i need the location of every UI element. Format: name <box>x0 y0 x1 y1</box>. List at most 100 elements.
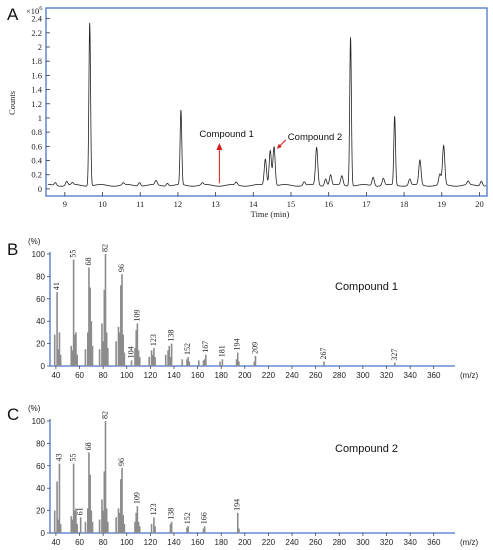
spectrum-bar-b <box>118 332 121 366</box>
plot-frame-a <box>45 7 488 197</box>
spectrum-bar-b <box>98 349 101 366</box>
x-tick-label-b: 360 <box>427 371 441 380</box>
spectrum-bar-b <box>188 361 191 366</box>
spectrum-title-c: Compound 2 <box>335 443 398 455</box>
peak-label-c: 43 <box>54 454 63 462</box>
spectrum-bar-c <box>91 521 94 533</box>
y-axis-title-b: (%) <box>28 237 41 246</box>
panel-letter-a: A <box>7 5 19 24</box>
spectrum-bar-c <box>134 521 136 533</box>
x-tick-label-a: 16 <box>324 199 333 209</box>
spectrum-bar-c <box>120 479 122 533</box>
peak-label-b: 55 <box>69 250 78 258</box>
y-multiplier-base: ×10 <box>26 6 39 16</box>
spectrum-bar-b <box>135 330 137 366</box>
panel-letter-b: B <box>7 240 18 259</box>
spectrum-bar-c <box>104 421 107 533</box>
spectrum-bar-b <box>134 348 136 366</box>
y-multiplier: ×106 <box>26 5 43 16</box>
spectrum-bar-c <box>59 524 62 533</box>
peak-label-b: 327 <box>390 349 399 361</box>
spectrum-bar-b <box>107 348 109 366</box>
y-tick-label-c: 0 <box>41 529 46 538</box>
y-tick-label-c: 80 <box>36 439 45 448</box>
panel-letter-c: C <box>7 405 19 424</box>
spectrum-bar-b <box>202 360 205 366</box>
x-tick-label-a: 19 <box>438 199 447 209</box>
y-tick-label-a: 0.6 <box>31 141 42 151</box>
x-tick-label-a: 17 <box>362 199 371 209</box>
x-axis-title-a: Time (min) <box>251 209 290 219</box>
x-tick-label-b: 40 <box>51 371 60 380</box>
y-tick-label-c: 20 <box>36 507 45 516</box>
peak-label-b: 104 <box>126 346 135 358</box>
peak-label-b: 82 <box>100 244 109 252</box>
spectrum-bar-b <box>75 332 77 366</box>
y-axis-title-a: Counts <box>7 91 17 115</box>
spectrum-bar-b <box>164 354 167 366</box>
x-tick-label-b: 240 <box>285 371 299 380</box>
spectrum-bar-b <box>186 359 188 366</box>
peak-label-b: 138 <box>167 330 176 342</box>
peak-label-b: 41 <box>52 282 61 290</box>
spectrum-bar-b <box>70 345 73 366</box>
spectrum-bar-c <box>75 508 77 533</box>
x-axis-title-b: (m/z) <box>460 371 479 380</box>
x-tick-label-b: 200 <box>238 371 252 380</box>
spectrum-bar-c <box>86 508 89 533</box>
x-tick-label-c: 260 <box>309 538 323 547</box>
x-tick-label-c: 320 <box>380 538 394 547</box>
spectrum-bar-b <box>73 334 76 366</box>
y-axis-title-c: (%) <box>28 404 41 413</box>
y-tick-label-a: 2 <box>38 42 42 52</box>
spectrum-bar-b <box>120 285 122 366</box>
spectrum-bar-b <box>102 341 104 366</box>
x-tick-label-b: 280 <box>333 371 347 380</box>
spectrum-bar-b <box>203 359 206 366</box>
compound-1-arrowhead <box>216 143 223 150</box>
spectrum-bar-c <box>236 512 239 533</box>
spectrum-bar-b <box>205 354 207 366</box>
x-tick-label-c: 160 <box>191 538 205 547</box>
spectrum-bar-c <box>76 524 78 533</box>
x-tick-label-c: 200 <box>238 538 252 547</box>
x-tick-label-c: 340 <box>403 538 417 547</box>
mass-spectrum-compound-2: 0 20 40 60 80 100 40 60 80 100 120 140 160 180 200 220 2… <box>32 411 455 547</box>
y-tick-label-a: 0.4 <box>31 156 42 166</box>
compound-2-annotation: Compound 2 <box>288 132 342 143</box>
spectrum-bar-b <box>181 359 184 366</box>
spectrum-bar-b <box>170 343 173 366</box>
x-tick-label-a: 10 <box>98 199 107 209</box>
spectrum-bar-b <box>254 355 257 366</box>
y-tick-label-a: 2.2 <box>31 28 42 38</box>
peak-label-c: 138 <box>167 508 176 520</box>
spectrum-bar-c <box>137 521 140 533</box>
spectrum-bar-c <box>84 521 87 533</box>
spectrum-bar-c <box>102 510 104 533</box>
spectrum-bar-b <box>76 354 78 366</box>
spectrum-bar-c <box>238 528 240 533</box>
spectrum-bar-c <box>70 516 73 533</box>
peak-label-b: 167 <box>201 341 210 353</box>
x-tick-label-a: 11 <box>136 199 144 209</box>
y-tick-label-a: 1.4 <box>31 85 42 95</box>
spectrum-bar-c <box>56 481 58 533</box>
peak-label-b: 109 <box>132 309 141 321</box>
y-tick-label-a: 1.2 <box>31 99 42 109</box>
spectrum-bar-c <box>138 526 141 533</box>
spectrum-bar-b <box>105 332 108 366</box>
spectrum-bar-b <box>115 341 117 366</box>
x-tick-label-b: 260 <box>309 371 323 380</box>
peak-label-b: 194 <box>233 339 242 351</box>
compound-1-annotation: Compound 1 <box>199 129 253 140</box>
x-tick-label-a: 14 <box>249 199 258 209</box>
spectrum-bar-c <box>79 517 82 533</box>
y-tick-label-b: 100 <box>32 250 46 259</box>
x-tick-label-c: 300 <box>356 538 370 547</box>
spectrum-title-b: Compound 1 <box>335 281 398 293</box>
spectrum-bar-b <box>168 345 171 366</box>
spectrum-bar-c <box>58 463 61 533</box>
spectrum-bar-c <box>71 519 74 533</box>
spectrum-bar-b <box>219 361 221 366</box>
